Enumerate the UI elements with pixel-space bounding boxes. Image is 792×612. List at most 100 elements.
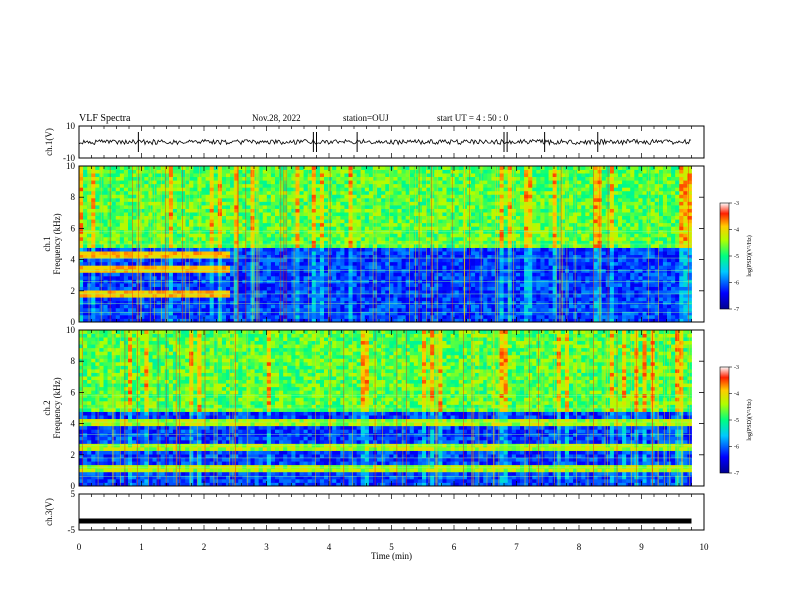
spectrogram-cell (360, 307, 366, 312)
spectrogram-cell (238, 244, 243, 248)
spectrogram-cell (295, 290, 300, 295)
spectrogram-cell (201, 212, 206, 217)
spectrogram-cell (119, 300, 125, 305)
spectrogram-cell (79, 176, 84, 181)
spectrogram-cell (417, 275, 423, 280)
spectrogram-cell (185, 166, 190, 170)
spectrogram-cell (91, 201, 96, 206)
spectrogram-cell (83, 226, 88, 231)
spectrogram-cell (307, 311, 313, 316)
spectrogram-cell (385, 254, 390, 259)
spectrogram-cell (258, 215, 264, 220)
spectrogram-cell (344, 318, 349, 323)
spectrogram-cell (324, 197, 329, 202)
spectrogram-cell (458, 297, 464, 302)
spectrogram-cell (540, 265, 545, 270)
spectrogram-cell (413, 293, 419, 298)
spectrogram-cell (91, 258, 96, 263)
spectrogram-cell (242, 222, 247, 227)
spectrogram-cell (307, 314, 313, 319)
spectrogram-cell (99, 304, 104, 309)
spectrogram-cell (540, 275, 545, 280)
spectrogram-cell (340, 166, 345, 170)
spectrogram-cell (397, 180, 402, 185)
spectrogram-cell (283, 286, 288, 291)
spectrogram-cell (446, 283, 451, 287)
spectrogram-cell (111, 194, 117, 199)
spectrogram-cell (434, 236, 439, 241)
spectrogram-cell (511, 205, 517, 209)
spectrogram-cell (144, 219, 149, 224)
spectrogram-cell (483, 240, 488, 245)
spectrogram-cell (83, 215, 88, 220)
spectrogram-cell (491, 254, 496, 259)
spectrogram-cell (381, 183, 386, 188)
spectrogram-cell (503, 169, 509, 174)
spectrogram-cell (389, 212, 394, 217)
spectrogram-cell (311, 272, 317, 277)
spectrogram-cell (119, 183, 125, 188)
spectrogram-cell (258, 236, 264, 241)
spectrogram-cell (397, 254, 402, 259)
spectrogram-cell (262, 180, 268, 185)
spectrogram-cell (536, 226, 541, 231)
spectrogram-cell (536, 215, 541, 220)
spectrogram-cell (287, 176, 292, 181)
spectrogram-cell (193, 300, 198, 305)
spectrogram-cell (185, 236, 190, 241)
spectrogram-cell (83, 286, 88, 291)
spectrogram-cell (499, 219, 505, 224)
spectrogram-cell (250, 166, 255, 170)
spectrogram-cell (132, 208, 137, 213)
spectrogram-cell (340, 297, 345, 302)
spectrogram-cell (528, 283, 533, 287)
spectrogram-cell (487, 247, 492, 252)
spectrogram-cell (283, 183, 288, 188)
spectrogram-cell (181, 169, 186, 174)
spectrogram-cell (520, 272, 525, 277)
spectrogram-cell (417, 314, 423, 319)
spectrogram-cell (340, 275, 345, 280)
spectrogram-cell (340, 283, 345, 287)
spectrogram-cell (209, 233, 215, 238)
spectrogram-cell (303, 215, 309, 220)
spectrogram-cell (79, 311, 84, 316)
spectrogram-cell (413, 300, 419, 305)
spectrogram-cell (340, 290, 345, 295)
spectrogram-cell (507, 318, 513, 323)
spectrogram-cell (364, 251, 370, 256)
spectrogram-cell (95, 187, 100, 192)
spectrogram-cell (364, 261, 370, 266)
spectrogram-cell (132, 261, 137, 266)
spectrogram-cell (123, 180, 129, 185)
spectrogram-cell (434, 215, 439, 220)
spectrogram-cell (491, 286, 496, 291)
spectrogram-cell (291, 180, 296, 185)
spectrogram-cell (95, 173, 100, 178)
spectrogram-cell (450, 169, 456, 174)
spectrogram-cell (520, 233, 525, 238)
spectrogram-cell (487, 236, 492, 241)
spectrogram-cell (140, 180, 145, 185)
spectrogram-cell (462, 293, 468, 298)
spectrogram-cell (389, 311, 394, 316)
spectrogram-cell (185, 261, 190, 266)
spectrogram-cell (352, 183, 358, 188)
spectrogram-cell (250, 311, 255, 316)
spectrogram-cell (540, 247, 545, 252)
spectrogram-cell (315, 190, 321, 195)
spectrogram-cell (307, 244, 313, 248)
spectrogram-cell (91, 297, 96, 302)
spectrogram-cell (270, 222, 276, 227)
spectrogram-cell (360, 251, 366, 256)
spectrogram-cell (324, 297, 329, 302)
spectrogram-cell (381, 318, 386, 323)
spectrogram-cell (417, 293, 423, 298)
spectrogram-cell (103, 283, 108, 287)
spectrogram-cell (160, 272, 166, 277)
spectrogram-cell (238, 251, 243, 256)
spectrogram-cell (458, 180, 464, 185)
spectrogram-cell (381, 222, 386, 227)
spectrogram-cell (160, 166, 166, 170)
spectrogram-cell (262, 307, 268, 312)
